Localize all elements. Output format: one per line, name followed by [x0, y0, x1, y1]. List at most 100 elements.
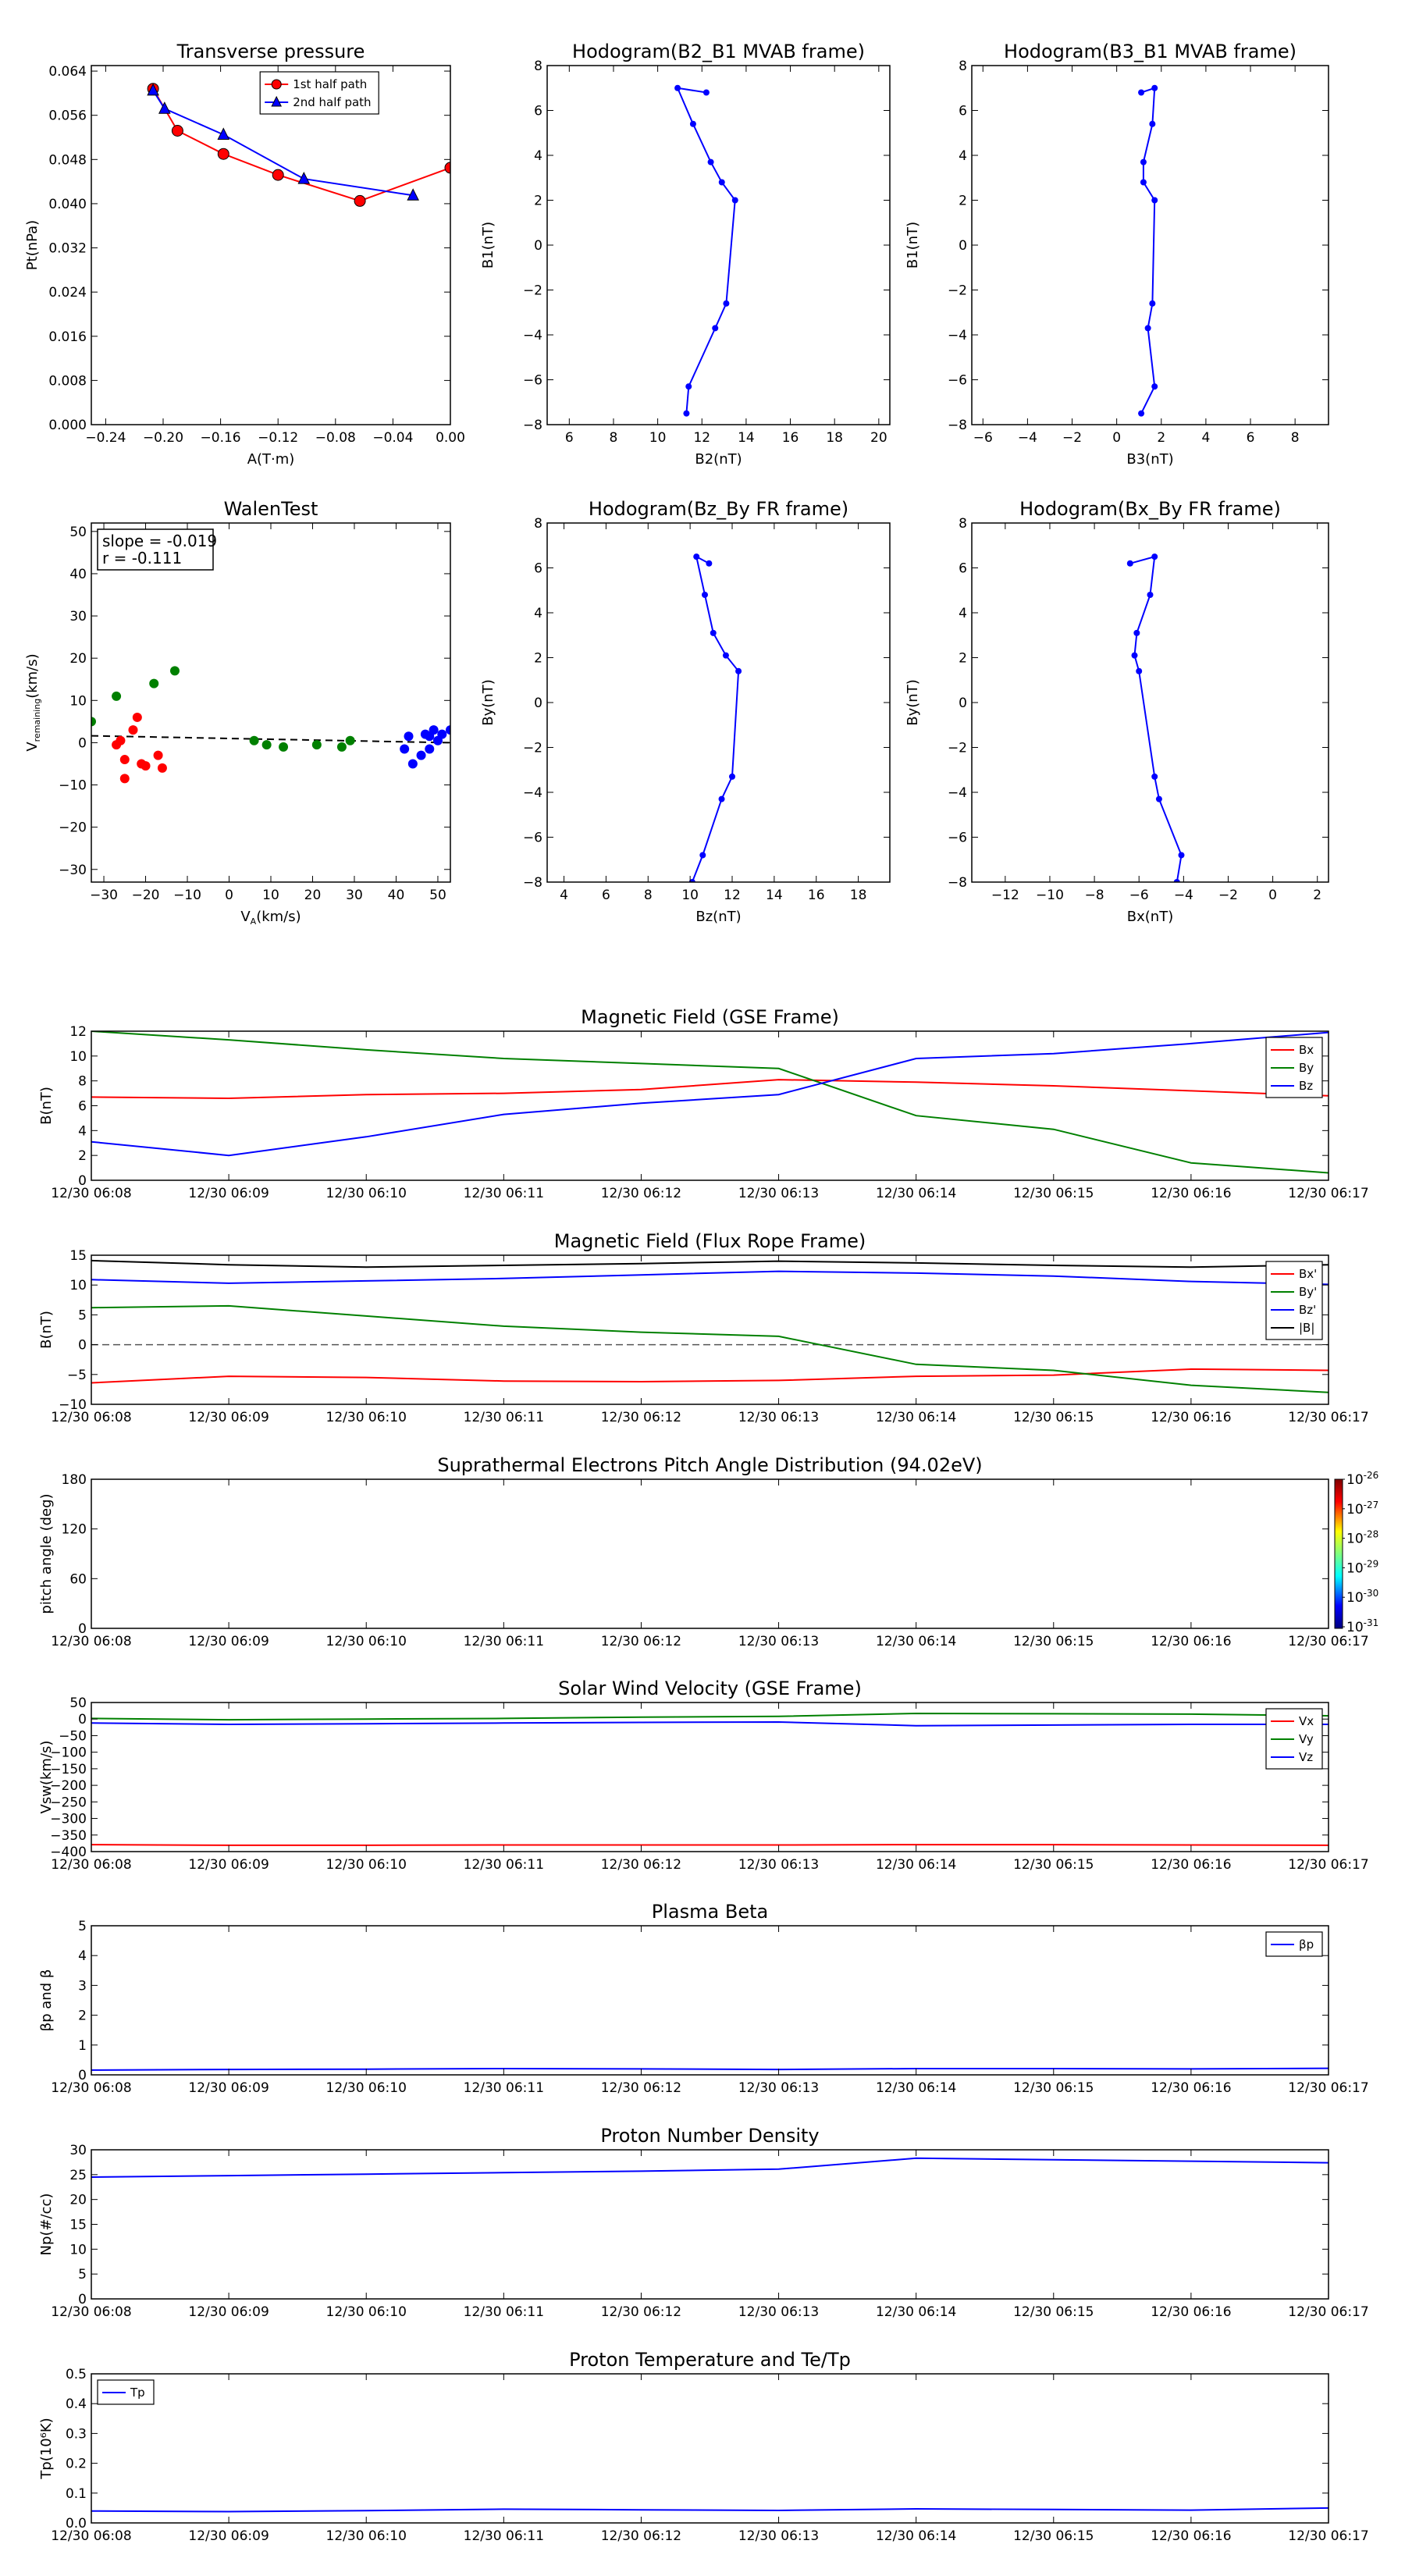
plasma_beta-panel: Plasma Beta 0 1 2 3 4 5 12/30 06:08 12/30 06:09 1…	[38, 1901, 1369, 2096]
plasma_beta-ylabel: βp and β	[38, 1969, 55, 2032]
pitch_angle-xtick-label: 12/30 06:09	[188, 1634, 269, 1649]
solar_wind_velocity-ytick-label: −200	[50, 1778, 87, 1794]
hodogram_bx_by-ytick-label: 4	[959, 606, 967, 621]
magnetic_field_fr-ytick-label: −5	[67, 1368, 87, 1383]
proton_temperature-legend-label: Tp	[130, 2386, 145, 2400]
solar_wind_velocity-legend: Vx Vy Vz	[1265, 1708, 1323, 1770]
hodogram_b3_b1-marker	[1138, 89, 1145, 96]
solar_wind_velocity-xtick-label: 12/30 06:10	[326, 1857, 407, 1873]
hodogram_b2_b1-marker	[707, 158, 714, 165]
proton_temperature-xtick-label: 12/30 06:09	[188, 2528, 269, 2544]
solar_wind_velocity-ytick-label: −350	[50, 1828, 87, 1844]
transverse_pressure-xtick-label: −0.20	[143, 430, 183, 446]
hodogram_bz_by-series-line	[691, 555, 740, 882]
hodogram_bz_by-marker	[729, 773, 736, 780]
magnetic_field_gse-ytick-label: 10	[69, 1049, 87, 1065]
hodogram_b3_b1-ytick-label: −8	[948, 418, 967, 433]
hodogram_b3_b1-xtick-label: 4	[1201, 430, 1210, 446]
proton_temperature-title: Proton Temperature and Te/Tp	[569, 2349, 851, 2371]
proton_temperature-xtick-label: 12/30 06:15	[1013, 2528, 1094, 2544]
pitch_angle-colorbar-base: 10	[1346, 1560, 1364, 1576]
hodogram_bx_by-xtick-label: −12	[991, 888, 1019, 903]
hodogram_bz_by-ylabel: By(nT)	[480, 679, 496, 725]
hodogram_bz_by-ytick-label: 2	[534, 651, 542, 667]
proton_density-xtick-label: 12/30 06:09	[188, 2304, 269, 2320]
hodogram_bx_by-ytick-label: 2	[959, 651, 967, 667]
hodogram_bx_by-marker	[1151, 553, 1158, 560]
hodogram_b3_b1-xtick-label: 0	[1112, 430, 1121, 446]
pitch_angle-colorbar-exp: -30	[1364, 1588, 1379, 1599]
hodogram_b2_b1-xtick-label: 12	[693, 430, 710, 446]
hodogram_b2_b1-series-line	[676, 87, 736, 414]
hodogram_b2_b1-marker	[689, 120, 696, 127]
walen_test-point	[279, 742, 289, 752]
proton_density-xtick-label: 12/30 06:15	[1013, 2304, 1094, 2320]
magnetic_field_gse-legend-label: By	[1299, 1061, 1314, 1075]
solar_wind_velocity-xtick-label: 12/30 06:16	[1151, 1857, 1231, 1873]
walen_test-xtick-label: 40	[388, 888, 405, 903]
hodogram_bz_by-axes-frame	[546, 522, 891, 883]
magnetic_field_fr-xtick-label: 12/30 06:09	[188, 1410, 269, 1425]
hodogram_bz_by-marker	[718, 795, 725, 802]
walen_test-ytick-label: 40	[69, 567, 87, 582]
magnetic_field_gse-legend-label: Bx	[1299, 1043, 1314, 1057]
hodogram_bz_by-xtick-label: 6	[602, 888, 610, 903]
hodogram_b3_b1-panel: Hodogram(B3_B1 MVAB frame) −8 −6 −4 −2 0 2 4 6 8 −…	[905, 41, 1329, 468]
proton_density-xtick-label: 12/30 06:13	[738, 2304, 819, 2320]
solar_wind_velocity-ytick-label: 50	[69, 1695, 87, 1711]
hodogram_bx_by-ytick-label: 6	[959, 561, 967, 577]
pitch_angle-title: Suprathermal Electrons Pitch Angle Distr…	[437, 1454, 982, 1476]
walen_test-point	[119, 755, 130, 765]
hodogram_bz_by-xtick-label: 16	[808, 888, 825, 903]
walen_test-point	[407, 759, 418, 769]
magnetic_field_fr-ytick-label: 10	[69, 1278, 87, 1293]
pitch_angle-colorbar-exp: -31	[1364, 1617, 1379, 1628]
proton_temperature-series-line	[91, 2507, 1329, 2513]
solar_wind_velocity-xtick-label: 12/30 06:08	[51, 1857, 131, 1873]
hodogram_b2_b1-xtick-label: 14	[738, 430, 755, 446]
transverse_pressure-marker	[217, 148, 229, 160]
hodogram_bx_by-marker	[1147, 592, 1154, 598]
walen_test-point	[140, 761, 151, 771]
proton_density-ytick-label: 20	[69, 2193, 87, 2208]
walen_test-point	[128, 725, 138, 735]
transverse_pressure-xlabel: A(T·m)	[247, 451, 295, 468]
magnetic_field_gse-series-2	[91, 1031, 1329, 1157]
walen_test-xtick-label: 10	[262, 888, 279, 903]
hodogram_bz_by-xtick-label: 10	[681, 888, 699, 903]
hodogram_bx_by-xtick-label: −8	[1085, 888, 1104, 903]
hodogram_b3_b1-title: Hodogram(B3_B1 MVAB frame)	[1004, 41, 1297, 62]
magnetic_field_fr-xtick-label: 12/30 06:15	[1013, 1410, 1094, 1425]
pitch_angle-panel: Suprathermal Electrons Pitch Angle Distr…	[38, 1454, 1378, 1649]
proton_temperature-ylabel: Tp(10⁶K)	[38, 2418, 55, 2479]
walen_test-point	[149, 678, 159, 688]
pitch_angle-xtick-label: 12/30 06:16	[1151, 1634, 1231, 1649]
magnetic_field_gse-xtick-label: 12/30 06:14	[876, 1186, 956, 1201]
hodogram_bx_by-xtick-label: −4	[1174, 888, 1193, 903]
hodogram_b3_b1-ytick-label: 0	[959, 238, 967, 254]
hodogram_bz_by-xtick-label: 4	[560, 888, 568, 903]
walen_test-xlabel-unit: (km/s)	[256, 909, 301, 925]
hodogram_bz_by-series-0	[688, 553, 742, 882]
walen_test-xlabel: VA(km/s)	[240, 909, 301, 927]
plasma_beta-series-0	[91, 2067, 1329, 2071]
solar_wind_velocity-legend-label: Vz	[1299, 1750, 1313, 1764]
walen_test-panel: WalenTest −30 −20 −10 0 10 20 30 40 50 −30 −20 −10 0 1…	[24, 498, 451, 927]
hodogram_bx_by-ytick-label: 8	[959, 516, 967, 532]
hodogram_b3_b1-xtick-label: 2	[1157, 430, 1165, 446]
pitch_angle-xtick-label: 12/30 06:10	[326, 1634, 407, 1649]
proton_density-xtick-label: 12/30 06:16	[1151, 2304, 1231, 2320]
hodogram_b2_b1-marker	[685, 383, 692, 390]
magnetic_field_gse-xtick-label: 12/30 06:10	[326, 1186, 407, 1201]
proton_temperature-xtick-label: 12/30 06:13	[738, 2528, 819, 2544]
hodogram_bz_by-ytick-label: 8	[534, 516, 542, 532]
proton_temperature-xtick-label: 12/30 06:17	[1288, 2528, 1368, 2544]
solar_wind_velocity-ytick-label: −50	[59, 1728, 87, 1744]
transverse_pressure-ytick-label: 0.048	[48, 152, 87, 168]
magnetic_field_gse-panel: Magnetic Field (GSE Frame) 0 2 4 6 8 10 12 12/30…	[38, 1006, 1369, 1201]
hodogram_b2_b1-ytick-label: −2	[523, 283, 542, 299]
solar_wind_velocity-axes-frame	[91, 1702, 1329, 1852]
magnetic_field_gse-legend: Bx By Bz	[1265, 1037, 1323, 1098]
transverse_pressure-marker	[354, 194, 366, 207]
walen_test-xtick-label: 20	[304, 888, 322, 903]
